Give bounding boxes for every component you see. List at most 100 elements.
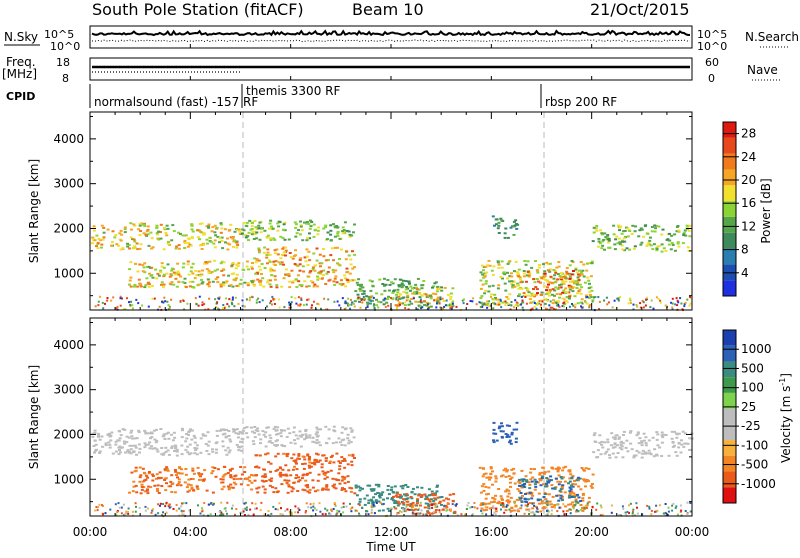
xtick-label-6: 00:00 [675,525,710,539]
velocity-colorbar-cell-2 [723,361,736,378]
power-colorbar-tick-1: 8 [741,243,749,257]
nave-tick-low: 0 [708,72,715,85]
velocity-colorbar-tick-3: 25 [741,400,756,414]
nave-label: Nave [747,63,778,77]
ytick-label-3: 4000 [53,338,84,352]
echo-region-0 [91,427,243,457]
velocity-colorbar-cell-3 [723,377,736,393]
station-title: South Pole Station (fitACF) [92,0,304,19]
velocity-ylabel: Slant Range [km] [27,365,41,469]
power-colorbar-tick-0: 4 [741,266,749,280]
cpid-segment-2: rbsp 200 RF [545,95,617,109]
nsearch-label: N.Search [745,30,799,44]
freq-label: Freq. [6,55,36,69]
noise-tick-high-left: 10^5 [44,28,74,41]
power-colorbar-cell-10 [723,122,736,138]
beam-label: Beam 10 [352,0,424,19]
noise-tick-low-left: 10^0 [50,40,80,53]
velocity-colorbar-cell-4 [723,392,736,409]
power-ylabel: Slant Range [km] [27,159,41,263]
echo-region-9 [492,421,519,445]
xtick-label-1: 04:00 [173,525,208,539]
date-label: 21/Oct/2015 [590,0,690,19]
velocity-colorbar-tick-4: -25 [741,419,761,433]
ytick-label-0: 1000 [53,472,84,486]
velocity-colorbar-tick-5: -100 [741,438,768,452]
freq-unit: [MHz] [2,67,37,81]
near-range-scatter [94,295,692,312]
echo-region-7 [517,269,582,298]
xtick-label-5: 20:00 [574,525,609,539]
nave-tick-high: 60 [705,56,719,69]
power-colorbar-tick-4: 20 [741,173,756,187]
velocity-colorbar-cell-7 [723,440,736,456]
power-colorbar-tick-3: 16 [741,196,756,210]
power-colorbar-tick-5: 24 [741,150,756,164]
echo-region-8 [592,430,694,459]
ytick-label-3: 4000 [53,132,84,146]
power-colorbar-tick-2: 12 [741,219,756,233]
velocity-colorbar-cell-0 [723,330,736,346]
echo-region-3 [253,452,357,495]
echo-region-6 [479,259,595,307]
velocity-plot-area [91,318,694,518]
near-range-scatter [94,501,692,518]
velocity-colorbar-tick-7: -1000 [741,477,776,491]
velocity-colorbar-tick-6: -500 [741,458,768,472]
power-colorbar-cell-8 [723,153,736,170]
ytick-label-2: 3000 [53,383,84,397]
echo-region-2 [240,219,356,242]
echo-region-9 [491,215,520,239]
xtick-label-0: 00:00 [73,525,108,539]
power-colorbar-cell-7 [723,169,736,186]
echo-region-2 [240,425,356,448]
xtick-label-3: 12:00 [374,525,409,539]
power-colorbar-cell-1 [723,264,736,281]
freq-tick-low: 8 [62,72,69,85]
echo-region-4 [354,483,444,513]
velocity-colorbar-tick-1: 500 [741,361,764,375]
cpid-segment-1: themis 3300 RF [246,84,340,98]
cpid-label: CPID [6,90,35,103]
noise-tick-high-right: 10^5 [697,28,727,41]
power-panel: Slant Range [km] 1000 2000 3000 4000 4 8 12 16… [27,111,773,312]
ytick-label-2: 3000 [53,177,84,191]
echo-region-6 [478,465,595,513]
velocity-colorbar-cell-8 [723,455,736,472]
velocity-colorbar-cell-1 [723,345,736,362]
velocity-colorbar-tick-0: 1000 [741,342,772,356]
time-axis-label: Time UT [365,540,416,554]
power-colorbar-cell-5 [723,201,736,217]
power-colorbar-cell-3 [723,232,736,249]
echo-region-3 [253,246,357,289]
echo-region-7 [518,475,583,504]
velocity-colorbar-cell-10 [723,487,736,503]
velocity-colorbar-tick-2: 100 [741,381,764,395]
power-colorbar-cell-0 [723,280,736,296]
power-colorbar-cell-9 [723,137,736,154]
power-colorbar-label: Power [dB] [759,178,773,243]
noise-tick-low-right: 10^0 [697,40,727,53]
nsky-trace [91,29,691,37]
ytick-label-1: 2000 [53,221,84,235]
ytick-label-1: 2000 [53,427,84,441]
power-colorbar: 4 8 12 16 20 24 28 [722,121,756,297]
velocity-colorbar: 1000 500 100 25 -25 -100 -500 -1000 [722,329,776,504]
power-colorbar-cell-6 [723,185,736,202]
noise-panel: 10^5 10^0 10^5 10^0 N.Sky N.Search [4,25,799,53]
cpid-strip: CPID normalsound (fast) -157 RF themis 3… [6,84,617,109]
cpid-segment-0: normalsound (fast) -157 RF [94,95,258,109]
power-colorbar-cell-2 [723,248,736,265]
echo-region-1 [128,465,256,495]
power-colorbar-cell-4 [723,216,736,233]
echo-region-1 [128,259,256,289]
echo-region-8 [591,224,692,253]
nsky-label: N.Sky [4,30,38,44]
freq-tick-high: 18 [56,56,70,69]
echo-region-0 [90,222,242,251]
xtick-label-4: 16:00 [474,525,509,539]
ytick-label-0: 1000 [53,266,84,280]
velocity-colorbar-label: Velocity [m s-1] [778,373,793,463]
time-axis: 00:00 04:00 08:00 12:00 16:00 20:00 00:00 [73,44,710,539]
